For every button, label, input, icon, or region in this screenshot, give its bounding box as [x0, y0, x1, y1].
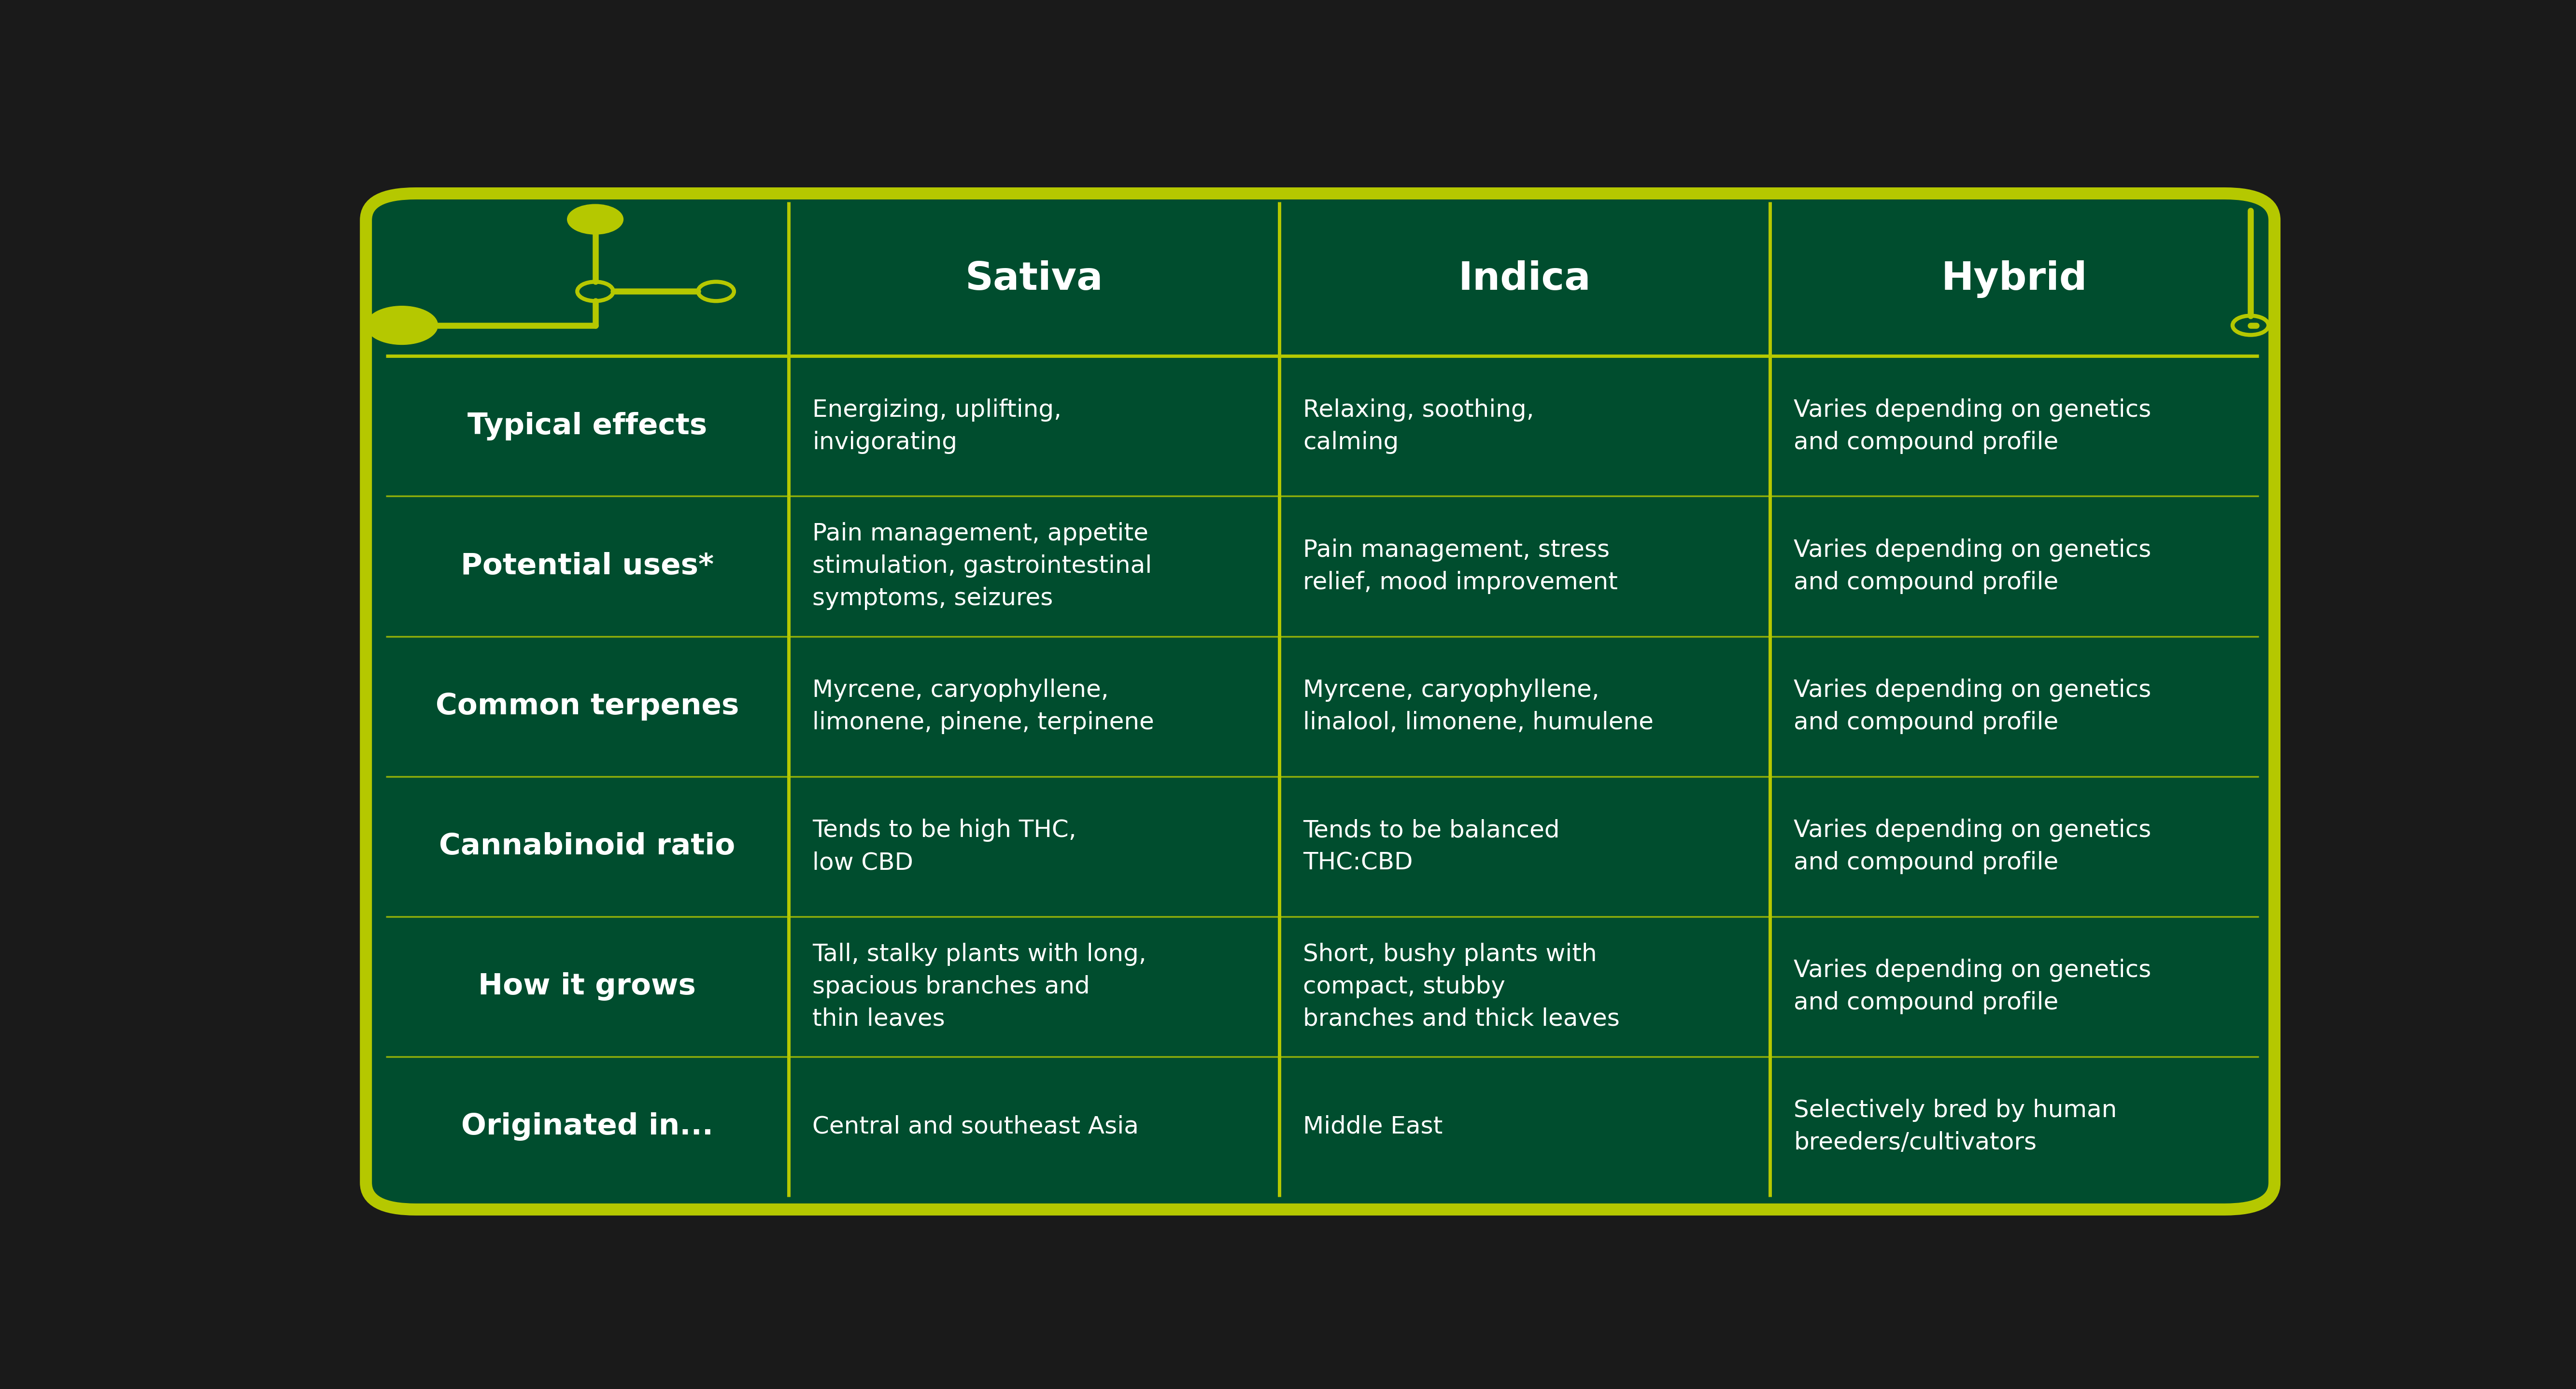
Text: Relaxing, soothing,
calming: Relaxing, soothing, calming	[1303, 399, 1535, 454]
Text: Energizing, uplifting,
invigorating: Energizing, uplifting, invigorating	[811, 399, 1061, 454]
Text: Varies depending on genetics
and compound profile: Varies depending on genetics and compoun…	[1793, 818, 2151, 874]
Text: Varies depending on genetics
and compound profile: Varies depending on genetics and compoun…	[1793, 679, 2151, 735]
Text: Varies depending on genetics
and compound profile: Varies depending on genetics and compoun…	[1793, 958, 2151, 1014]
Text: Originated in...: Originated in...	[461, 1113, 714, 1140]
Text: Tends to be high THC,
low CBD: Tends to be high THC, low CBD	[811, 818, 1077, 874]
Text: Potential uses*: Potential uses*	[461, 551, 714, 581]
Circle shape	[567, 204, 623, 235]
Text: Cannabinoid ratio: Cannabinoid ratio	[438, 832, 734, 861]
Text: Sativa: Sativa	[966, 260, 1103, 297]
Text: Varies depending on genetics
and compound profile: Varies depending on genetics and compoun…	[1793, 539, 2151, 594]
Text: Short, bushy plants with
compact, stubby
branches and thick leaves: Short, bushy plants with compact, stubby…	[1303, 943, 1620, 1031]
Text: Pain management, appetite
stimulation, gastrointestinal
symptoms, seizures: Pain management, appetite stimulation, g…	[811, 522, 1151, 610]
Text: Indica: Indica	[1458, 260, 1592, 297]
Text: How it grows: How it grows	[479, 972, 696, 1000]
Text: Common terpenes: Common terpenes	[435, 692, 739, 721]
Text: Middle East: Middle East	[1303, 1115, 1443, 1138]
Text: Varies depending on genetics
and compound profile: Varies depending on genetics and compoun…	[1793, 399, 2151, 454]
Text: Typical effects: Typical effects	[466, 413, 706, 440]
Text: Tall, stalky plants with long,
spacious branches and
thin leaves: Tall, stalky plants with long, spacious …	[811, 943, 1146, 1031]
Circle shape	[366, 306, 438, 344]
Text: Myrcene, caryophyllene,
linalool, limonene, humulene: Myrcene, caryophyllene, linalool, limone…	[1303, 679, 1654, 735]
Text: Myrcene, caryophyllene,
limonene, pinene, terpinene: Myrcene, caryophyllene, limonene, pinene…	[811, 679, 1154, 735]
Text: Pain management, stress
relief, mood improvement: Pain management, stress relief, mood imp…	[1303, 539, 1618, 594]
Text: Central and southeast Asia: Central and southeast Asia	[811, 1115, 1139, 1138]
FancyBboxPatch shape	[366, 193, 2275, 1210]
Text: Selectively bred by human
breeders/cultivators: Selectively bred by human breeders/culti…	[1793, 1099, 2117, 1154]
Text: Hybrid: Hybrid	[1942, 260, 2087, 297]
Text: Tends to be balanced
THC:CBD: Tends to be balanced THC:CBD	[1303, 818, 1558, 874]
